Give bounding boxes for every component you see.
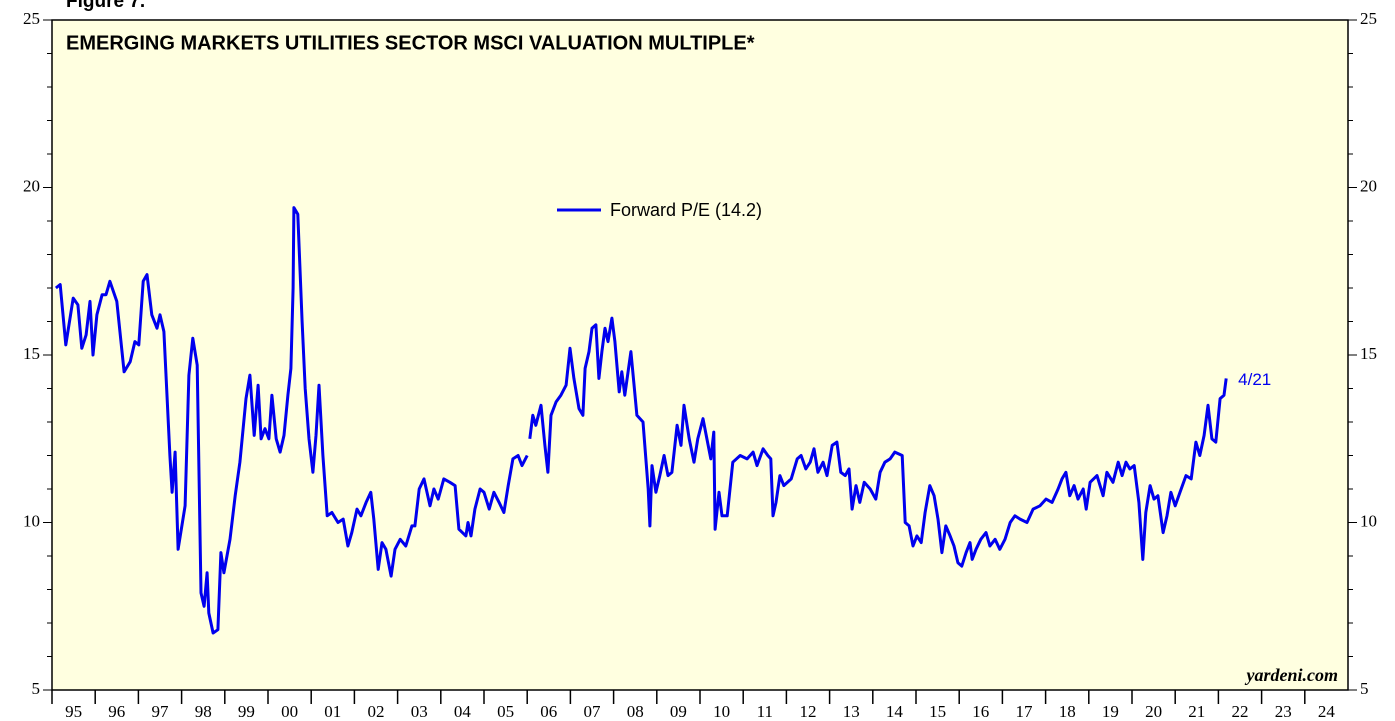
x-tick-label: 20 — [1145, 702, 1162, 721]
x-tick-label: 99 — [238, 702, 255, 721]
legend-label: Forward P/E (14.2) — [610, 200, 762, 220]
x-tick-label: 24 — [1318, 702, 1336, 721]
y-tick-label: 5 — [32, 679, 41, 698]
x-tick-label: 23 — [1275, 702, 1292, 721]
y-tick-label: 10 — [23, 511, 40, 530]
x-tick-label: 02 — [368, 702, 385, 721]
x-tick-label: 95 — [65, 702, 82, 721]
y2-tick-label: 10 — [1360, 511, 1377, 530]
x-tick-label: 06 — [540, 702, 557, 721]
x-tick-label: 19 — [1102, 702, 1119, 721]
x-tick-label: 18 — [1059, 702, 1076, 721]
y2-tick-label: 25 — [1360, 9, 1377, 28]
chart-title: EMERGING MARKETS UTILITIES SECTOR MSCI V… — [66, 32, 755, 54]
y-tick-label: 25 — [23, 9, 40, 28]
y-tick-label: 15 — [23, 344, 40, 363]
x-tick-label: 17 — [1016, 702, 1034, 721]
x-tick-label: 04 — [454, 702, 472, 721]
x-tick-label: 16 — [972, 702, 989, 721]
x-tick-label: 01 — [324, 702, 341, 721]
plot-area — [51, 19, 1349, 691]
x-tick-label: 00 — [281, 702, 298, 721]
y2-tick-label: 15 — [1360, 344, 1377, 363]
source: yardeni.com — [1245, 665, 1339, 685]
series-line — [54, 206, 1228, 635]
x-tick-label: 96 — [108, 702, 125, 721]
x-tick-label: 10 — [713, 702, 730, 721]
y2-tick-label: 20 — [1360, 176, 1377, 195]
x-tick-label: 05 — [497, 702, 514, 721]
x-tick-label: 15 — [929, 702, 946, 721]
y-tick-label: 20 — [23, 176, 40, 195]
x-tick-label: 09 — [670, 702, 687, 721]
x-tick-label: 21 — [1188, 702, 1205, 721]
x-tick-label: 97 — [152, 702, 170, 721]
x-tick-label: 14 — [886, 702, 904, 721]
end-annotation: 4/21 — [1238, 370, 1271, 389]
x-tick-label: 07 — [584, 702, 602, 721]
x-tick-label: 13 — [843, 702, 860, 721]
x-tick-label: 11 — [757, 702, 773, 721]
x-tick-label: 08 — [627, 702, 644, 721]
x-tick-label: 22 — [1232, 702, 1249, 721]
x-tick-label: 12 — [800, 702, 817, 721]
x-tick-label: 03 — [411, 702, 428, 721]
figure-label: Figure 7. — [66, 0, 145, 12]
x-tick-label: 98 — [195, 702, 212, 721]
y2-tick-label: 5 — [1360, 679, 1369, 698]
